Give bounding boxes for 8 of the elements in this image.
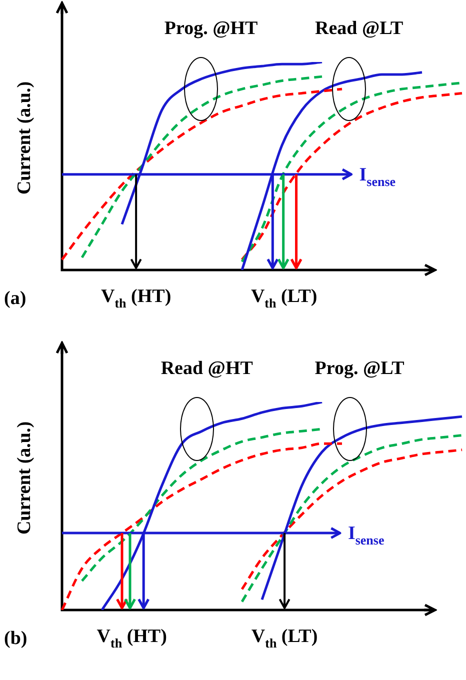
text: (b) [4, 628, 28, 649]
y-axis-title: Current (a.u.) [14, 81, 35, 195]
y-axis-title: Current (a.u.) [14, 421, 35, 535]
text: (a) [4, 288, 26, 309]
text: Read @HT [160, 358, 254, 379]
text: Prog. @HT [164, 18, 258, 39]
text: Prog. @LT [314, 358, 405, 379]
text: Read @LT [314, 18, 404, 39]
